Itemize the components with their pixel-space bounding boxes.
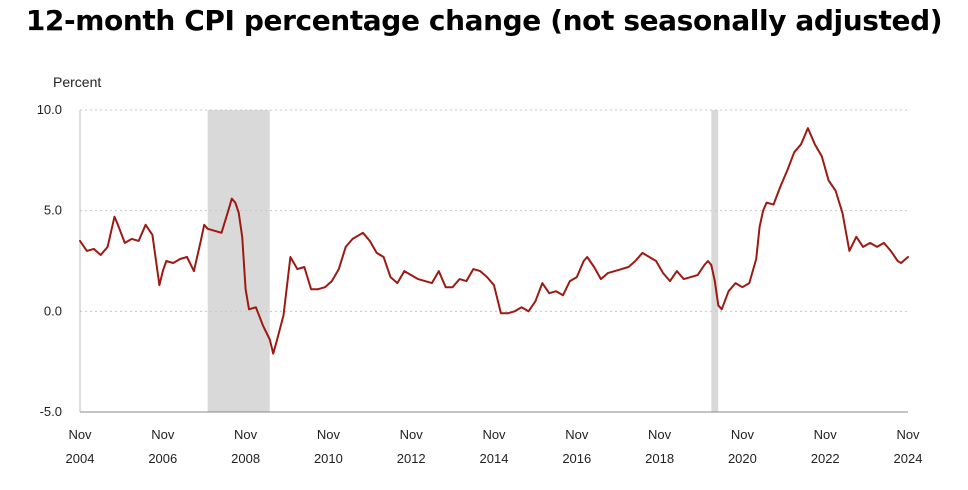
y-tick-label: 0.0 — [44, 303, 62, 318]
x-tick-year: 2014 — [480, 451, 509, 466]
x-tick-year: 2004 — [66, 451, 95, 466]
y-axis-label: Percent — [53, 74, 102, 90]
x-tick-month: Nov — [648, 427, 672, 442]
x-tick-month: Nov — [317, 427, 341, 442]
x-tick-month: Nov — [565, 427, 589, 442]
gridline-layer — [80, 109, 908, 413]
x-tick-year: 2018 — [645, 451, 674, 466]
x-tick-year: 2006 — [148, 451, 177, 466]
recession-shading-layer — [207, 110, 719, 412]
x-tick-month: Nov — [234, 427, 258, 442]
y-tick-label: 10.0 — [37, 102, 62, 117]
recession-band-0 — [207, 110, 270, 412]
x-tick-year: 2010 — [314, 451, 343, 466]
x-tick-month: Nov — [814, 427, 838, 442]
x-tick-year: 2012 — [397, 451, 426, 466]
x-tick-month: Nov — [400, 427, 424, 442]
y-tick-label: 5.0 — [44, 203, 62, 218]
y-tick-label: -5.0 — [40, 404, 62, 419]
x-tick-year: 2024 — [894, 451, 923, 466]
series-line-0 — [79, 127, 909, 355]
x-tick-month: Nov — [151, 427, 175, 442]
x-tick-year: 2016 — [562, 451, 591, 466]
recession-band-1 — [711, 110, 719, 412]
x-tick-year: 2008 — [231, 451, 260, 466]
x-tick-month: Nov — [482, 427, 506, 442]
x-tick-month: Nov — [68, 427, 92, 442]
x-tick-year: 2022 — [811, 451, 840, 466]
chart-title: 12-month CPI percentage change (not seas… — [25, 4, 943, 37]
x-tick-year: 2020 — [728, 451, 757, 466]
tick-label-layer: 10.0 5.0 0.0 -5.0 Nov 2004 Nov 2006 Nov 2008 Nov 20… — [37, 102, 923, 466]
x-tick-month: Nov — [731, 427, 755, 442]
series-layer — [79, 127, 909, 355]
x-tick-month: Nov — [896, 427, 920, 442]
